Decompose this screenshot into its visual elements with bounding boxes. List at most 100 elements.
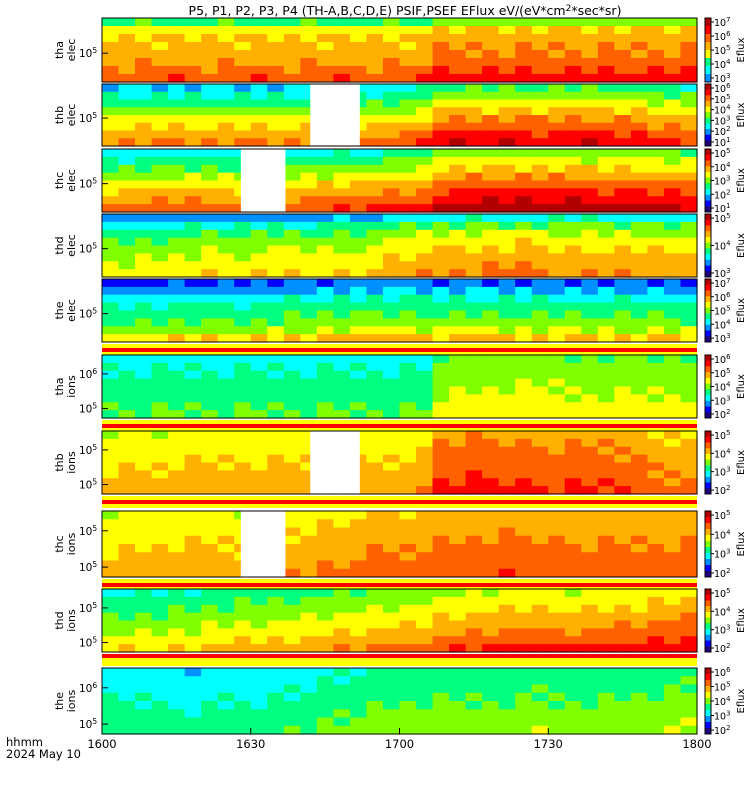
heatmap-cell — [482, 446, 500, 456]
heatmap-cell — [581, 362, 599, 372]
heatmap-cell — [201, 204, 219, 213]
heatmap-cell — [498, 684, 516, 694]
heatmap-cell — [630, 214, 649, 223]
heatmap-cell — [300, 355, 318, 364]
heatmap-cell — [217, 478, 235, 487]
heatmap-cell — [217, 709, 235, 719]
colorbar-segment — [705, 448, 711, 455]
heatmap-cell — [168, 74, 186, 83]
heatmap-cell — [663, 636, 682, 645]
heatmap-cell — [250, 478, 268, 487]
heatmap-cell — [647, 138, 665, 147]
heatmap-cell — [283, 318, 301, 327]
heatmap-cell — [168, 620, 186, 629]
heatmap-cell — [680, 279, 698, 288]
heatmap-cell — [333, 188, 351, 197]
heatmap-cell — [465, 221, 483, 231]
heatmap-cell — [614, 394, 632, 403]
heatmap-cell — [531, 26, 549, 35]
heatmap-cell — [333, 149, 351, 158]
heatmap-cell — [597, 470, 615, 479]
heatmap-cell — [250, 138, 268, 147]
data-gap — [310, 84, 360, 146]
heatmap-cell — [135, 261, 153, 270]
heatmap-cell — [333, 269, 351, 278]
heatmap-cell — [316, 74, 334, 83]
heatmap-cell — [382, 454, 401, 464]
heatmap-cell — [300, 26, 318, 35]
heatmap-cell — [118, 511, 136, 520]
heatmap-cell — [515, 684, 533, 694]
heatmap-cell — [498, 701, 516, 710]
heatmap-cell — [135, 386, 153, 395]
heatmap-cell — [531, 91, 549, 101]
heatmap-cell — [482, 362, 500, 372]
heatmap-cell — [663, 709, 682, 719]
heatmap-cell — [680, 66, 698, 75]
heatmap-cell — [201, 378, 219, 388]
heatmap-cell — [597, 74, 615, 83]
heatmap-cell — [663, 91, 682, 101]
heatmap-cell — [300, 204, 318, 213]
colorbar-tick-label: 104 — [714, 528, 730, 541]
heatmap-cell — [102, 386, 120, 395]
heatmap-cell — [151, 378, 169, 388]
heatmap-cell — [184, 196, 202, 205]
heatmap-cell — [201, 91, 219, 101]
heatmap-cell — [680, 149, 698, 158]
heatmap-cell — [135, 438, 153, 448]
heatmap-cell — [168, 279, 186, 288]
heatmap-cell — [135, 454, 153, 464]
heatmap-cell — [482, 261, 500, 270]
heatmap-cell — [548, 394, 566, 403]
heatmap-cell — [399, 668, 417, 677]
heatmap-cell — [449, 544, 467, 553]
colorbar-segment — [705, 225, 711, 232]
heatmap-cell — [449, 229, 467, 239]
heatmap-cell — [118, 676, 136, 686]
heatmap-cell — [333, 42, 351, 51]
quality-flag-strip — [102, 348, 697, 352]
heatmap-cell — [382, 286, 401, 296]
heatmap-cell — [581, 568, 599, 578]
heatmap-cell — [432, 568, 450, 578]
heatmap-cell — [118, 50, 136, 59]
heatmap-cell — [515, 589, 533, 598]
heatmap-cell — [531, 221, 549, 231]
heatmap-cell — [465, 115, 483, 124]
heatmap-cell — [564, 668, 582, 677]
heatmap-cell — [416, 115, 434, 124]
heatmap-cell — [201, 462, 219, 471]
y-axis-label: tha — [53, 41, 66, 59]
heatmap-cell — [581, 294, 599, 304]
heatmap-cell — [184, 446, 202, 456]
heatmap-cell — [630, 269, 649, 278]
heatmap-cell — [349, 261, 368, 270]
heatmap-cell — [548, 204, 566, 213]
heatmap-cell — [416, 462, 434, 471]
heatmap-cell — [168, 58, 186, 67]
heatmap-cell — [283, 478, 301, 487]
heatmap-cell — [597, 684, 615, 694]
heatmap-cell — [564, 18, 582, 27]
colorbar-segment — [705, 571, 711, 578]
heatmap-cell — [102, 196, 120, 205]
heatmap-cell — [630, 58, 649, 67]
heatmap-cell — [564, 138, 582, 147]
colorbar-segment — [705, 629, 711, 636]
heatmap-cell — [630, 221, 649, 231]
heatmap-cell — [250, 386, 268, 395]
y-axis-label: elec — [65, 169, 78, 192]
heatmap-cell — [614, 709, 632, 719]
colorbar-tick-label: 102 — [714, 408, 730, 421]
heatmap-cell — [399, 552, 417, 562]
heatmap-cell — [250, 245, 268, 254]
heatmap-cell — [663, 221, 682, 231]
heatmap-cell — [498, 130, 516, 139]
heatmap-cell — [184, 180, 202, 189]
heatmap-cell — [614, 245, 632, 254]
heatmap-cell — [316, 156, 334, 166]
heatmap-cell — [630, 42, 649, 51]
heatmap-cell — [630, 725, 649, 735]
heatmap-cell — [399, 544, 417, 553]
